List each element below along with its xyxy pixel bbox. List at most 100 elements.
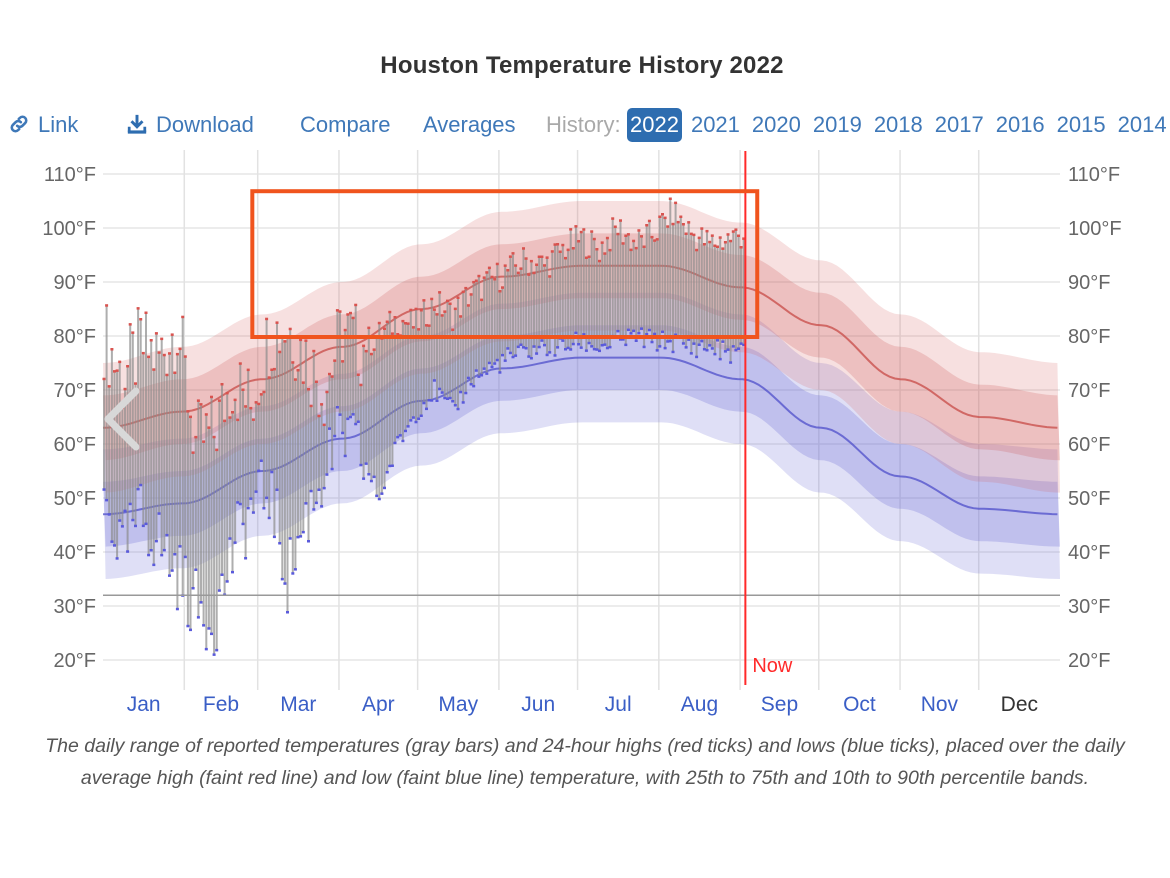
high-tick: [238, 362, 242, 365]
daily-range-bar: [331, 376, 334, 469]
low-tick: [341, 431, 345, 435]
daily-range-bar: [108, 386, 111, 515]
daily-range-bar: [184, 356, 187, 557]
download-button[interactable]: Download: [126, 108, 254, 142]
daily-range-bar: [443, 311, 446, 398]
high-tick: [406, 322, 410, 325]
daily-range-bar: [548, 276, 551, 353]
low-tick: [178, 545, 182, 548]
low-tick: [286, 611, 289, 614]
high-tick: [448, 302, 452, 305]
daily-range-bar: [658, 217, 661, 347]
low-tick: [692, 342, 696, 345]
high-tick: [695, 248, 699, 252]
daily-range-bar: [727, 234, 729, 350]
high-tick: [718, 236, 722, 239]
high-tick: [569, 228, 573, 231]
low-tick: [157, 512, 161, 515]
daily-range-bar: [533, 273, 535, 347]
year-tab-2015[interactable]: 2015: [1056, 112, 1106, 137]
low-tick: [377, 497, 381, 501]
year-tab-2014[interactable]: 2014: [1117, 112, 1167, 137]
daily-range-bar: [357, 375, 360, 422]
daily-range-bar: [711, 235, 714, 349]
low-tick: [731, 345, 735, 348]
daily-range-bar: [559, 252, 562, 339]
low-tick: [493, 362, 497, 365]
high-tick: [626, 233, 630, 236]
low-tick: [401, 439, 405, 443]
year-tab-2016[interactable]: 2016: [995, 112, 1045, 137]
daily-range-bar: [352, 318, 355, 415]
low-tick: [367, 473, 371, 476]
high-tick: [144, 311, 148, 314]
high-tick: [301, 381, 305, 384]
high-tick: [642, 245, 646, 248]
high-tick: [645, 224, 649, 227]
high-tick: [487, 266, 491, 270]
low-tick: [272, 535, 276, 539]
high-tick: [474, 279, 478, 282]
page-title: Houston Temperature History 2022: [380, 52, 784, 79]
year-tab-2022[interactable]: 2022: [627, 108, 682, 142]
year-tab-2020[interactable]: 2020: [751, 112, 801, 137]
high-tick: [721, 247, 725, 250]
low-tick: [737, 347, 740, 350]
low-tick: [653, 332, 657, 336]
x-tick-month: Sep: [761, 693, 798, 716]
daily-range-bar: [417, 329, 420, 419]
daily-range-bar: [590, 231, 593, 347]
daily-range-bar: [635, 248, 638, 341]
daily-range-bar: [742, 238, 745, 345]
year-tab-2021[interactable]: 2021: [690, 112, 740, 137]
low-tick: [241, 522, 245, 526]
low-tick: [388, 464, 392, 468]
low-tick: [322, 486, 326, 490]
link-button[interactable]: Link: [8, 108, 78, 142]
daily-range-bar: [242, 390, 244, 524]
high-tick: [676, 220, 680, 224]
daily-range-bar: [496, 264, 499, 360]
year-tab-2019[interactable]: 2019: [812, 112, 862, 137]
low-tick: [351, 413, 355, 416]
year-tab-2018[interactable]: 2018: [873, 112, 923, 137]
high-tick: [272, 367, 276, 371]
compare-link[interactable]: Compare: [300, 112, 391, 137]
high-tick: [134, 382, 137, 385]
low-tick: [616, 329, 620, 333]
high-tick: [369, 352, 373, 356]
daily-range-bar: [302, 382, 305, 532]
high-tick: [173, 371, 177, 374]
x-tick-month: Jan: [127, 693, 161, 716]
high-tick: [362, 344, 366, 348]
low-tick: [650, 340, 654, 344]
high-tick: [532, 271, 536, 275]
daily-range-bar: [110, 349, 113, 542]
low-tick: [674, 333, 678, 336]
y-tick-right: 60°F: [1068, 434, 1110, 456]
daily-range-bar: [354, 305, 357, 424]
low-tick: [141, 524, 145, 528]
chevron-left-icon[interactable]: [104, 387, 140, 451]
high-tick: [598, 259, 601, 263]
daily-range-bar: [380, 338, 383, 494]
x-tick-month: Dec: [1001, 693, 1038, 716]
low-tick: [154, 539, 158, 543]
high-tick: [196, 399, 200, 402]
averages-link[interactable]: Averages: [423, 112, 516, 137]
year-tab-2017[interactable]: 2017: [934, 112, 984, 137]
daily-range-bar: [493, 279, 496, 364]
daily-range-bar: [205, 414, 208, 649]
low-tick: [196, 616, 200, 619]
low-tick: [362, 477, 366, 480]
daily-range-bar: [236, 420, 239, 503]
high-tick: [697, 236, 701, 240]
high-tick: [653, 239, 657, 242]
daily-range-bar: [609, 250, 611, 347]
low-tick: [120, 525, 124, 528]
low-tick: [506, 347, 510, 350]
daily-range-bar: [653, 240, 656, 334]
high-tick: [102, 377, 106, 381]
high-tick: [181, 315, 185, 319]
high-tick: [267, 376, 271, 379]
